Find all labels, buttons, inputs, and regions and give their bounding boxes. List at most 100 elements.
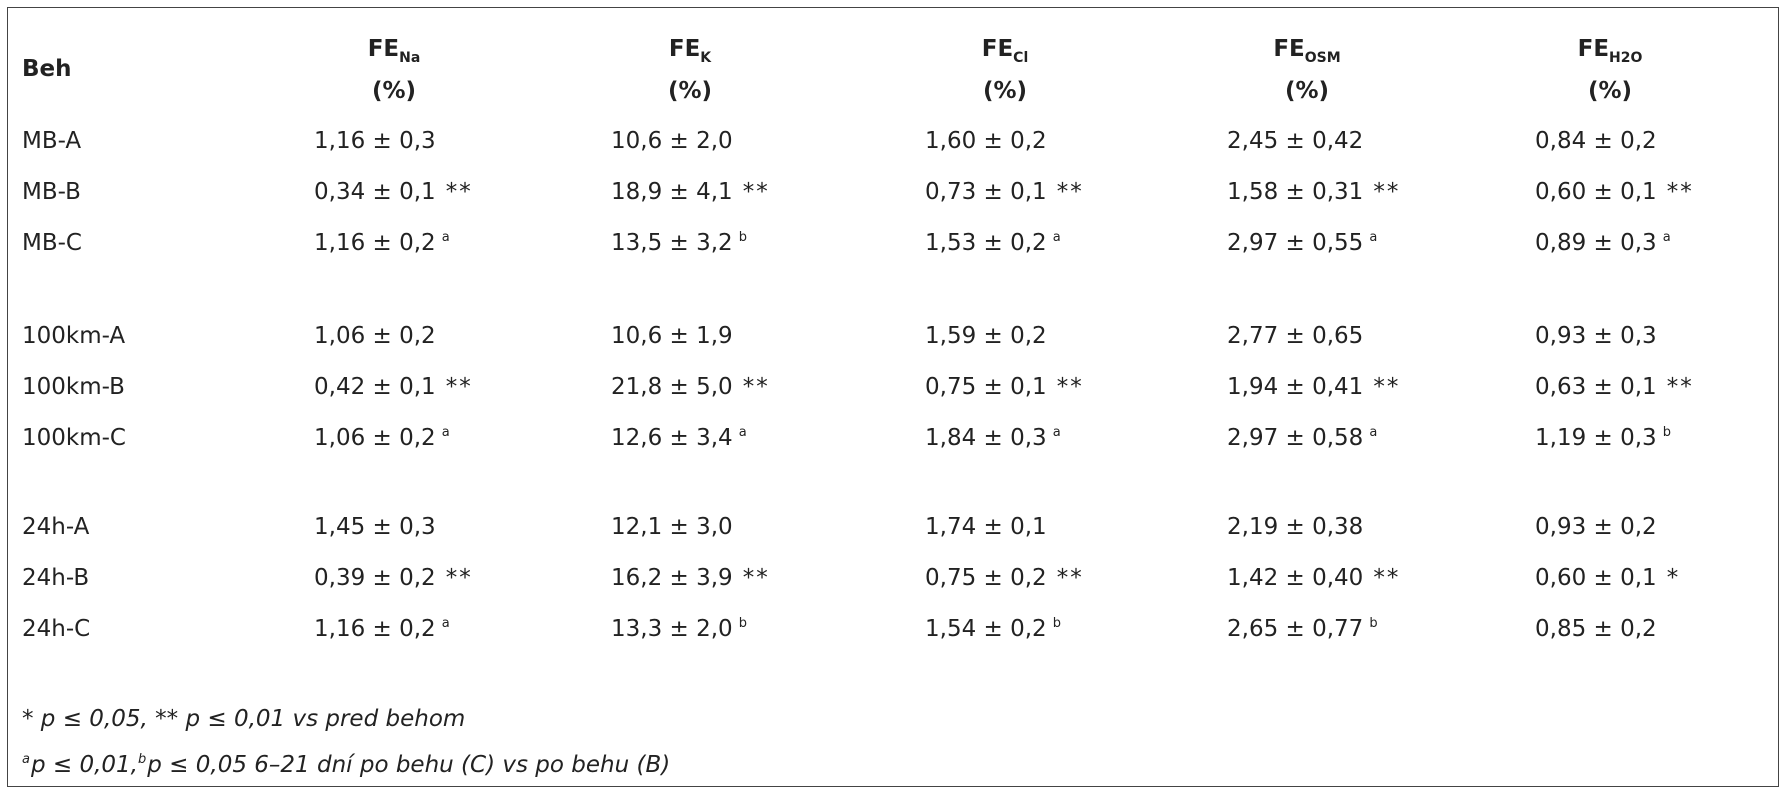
cell-value: 2,97 ± 0,55	[1227, 230, 1364, 256]
header-main: FE	[1273, 36, 1305, 62]
footnote: ap ≤ 0,01,bp ≤ 0,05 6–21 dní po behu (C)…	[22, 752, 671, 778]
cell-value: 0,75 ± 0,1	[925, 374, 1047, 400]
cell: 1,58 ± 0,31 **	[1227, 181, 1400, 204]
cell: 13,5 ± 3,2 b	[611, 230, 747, 256]
cell-value: 2,65 ± 0,77	[1227, 616, 1364, 642]
header-subscript: K	[700, 50, 712, 66]
significance-stars: *	[1666, 565, 1681, 591]
row-label: 100km-B	[22, 374, 125, 400]
cell: 0,84 ± 0,2	[1535, 130, 1657, 153]
significance-stars: **	[1373, 565, 1401, 591]
significance-letter: b	[1052, 616, 1061, 631]
cell-value: 1,16 ± 0,2	[314, 616, 436, 642]
header-unit: (%)	[1284, 78, 1330, 104]
cell: 2,45 ± 0,42	[1227, 130, 1363, 153]
cell: 0,42 ± 0,1 **	[314, 376, 473, 399]
header-subscript: H2O	[1609, 50, 1643, 66]
cell-value: 0,63 ± 0,1	[1535, 374, 1657, 400]
significance-letter: b	[1662, 425, 1671, 440]
significance-stars: **	[1666, 179, 1694, 205]
cell-value: 1,58 ± 0,31	[1227, 179, 1364, 205]
footnote-text: p ≤ 0,05 6–21 dní po behu (C) vs po behu…	[147, 752, 671, 778]
cell-value: 0,75 ± 0,2	[925, 565, 1047, 591]
cell: 2,19 ± 0,38	[1227, 516, 1363, 539]
header-unit: (%)	[371, 78, 417, 104]
corner-header: Beh	[22, 56, 72, 82]
cell-value: 12,6 ± 3,4	[611, 425, 733, 451]
column-header: FENa	[368, 38, 421, 66]
significance-stars: **	[445, 374, 473, 400]
significance-letter: b	[1369, 616, 1378, 631]
cell-value: 1,42 ± 0,40	[1227, 565, 1364, 591]
cell: 12,1 ± 3,0	[611, 516, 733, 539]
cell: 1,94 ± 0,41 **	[1227, 376, 1400, 399]
significance-stars: **	[742, 565, 770, 591]
cell-value: 0,60 ± 0,1	[1535, 179, 1657, 205]
cell-value: 1,45 ± 0,3	[314, 514, 436, 540]
cell-value: 13,5 ± 3,2	[611, 230, 733, 256]
header-unit: (%)	[667, 78, 713, 104]
cell-value: 10,6 ± 2,0	[611, 128, 733, 154]
cell-value: 1,16 ± 0,2	[314, 230, 436, 256]
row-label: MB-C	[22, 230, 82, 256]
cell: 18,9 ± 4,1 **	[611, 181, 770, 204]
cell: 0,93 ± 0,3	[1535, 325, 1657, 348]
significance-letter: a	[1369, 425, 1378, 440]
table-frame	[7, 7, 1779, 787]
header-main: FE	[1577, 36, 1610, 62]
cell: 0,75 ± 0,2 **	[925, 567, 1084, 590]
significance-letter: a	[738, 425, 747, 440]
cell: 1,06 ± 0,2 a	[314, 425, 450, 451]
significance-stars: **	[445, 565, 473, 591]
cell: 0,85 ± 0,2	[1535, 618, 1657, 641]
cell-value: 13,3 ± 2,0	[611, 616, 733, 642]
cell: 0,73 ± 0,1 **	[925, 181, 1084, 204]
cell-value: 0,34 ± 0,1	[314, 179, 436, 205]
significance-letter: a	[441, 616, 450, 631]
header-subscript: OSM	[1304, 50, 1341, 66]
significance-letter: a	[1052, 230, 1061, 245]
cell: 1,45 ± 0,3	[314, 516, 436, 539]
significance-stars: **	[1666, 374, 1694, 400]
footnote-text: * p ≤ 0,05, ** p ≤ 0,01 vs pred behom	[22, 706, 466, 732]
cell-value: 0,39 ± 0,2	[314, 565, 436, 591]
cell-value: 0,85 ± 0,2	[1535, 616, 1657, 642]
header-main: FE	[981, 36, 1014, 62]
cell-value: 10,6 ± 1,9	[611, 323, 733, 349]
cell: 0,75 ± 0,1 **	[925, 376, 1084, 399]
footnote: * p ≤ 0,05, ** p ≤ 0,01 vs pred behom	[22, 708, 465, 731]
footnote-text: p ≤ 0,01,	[30, 752, 138, 778]
cell: 1,74 ± 0,1	[925, 516, 1047, 539]
row-label: 100km-A	[22, 323, 126, 349]
cell-value: 2,19 ± 0,38	[1227, 514, 1364, 540]
significance-stars: **	[1056, 179, 1084, 205]
cell: 1,59 ± 0,2	[925, 325, 1047, 348]
row-label: 24h-C	[22, 616, 91, 642]
cell-value: 18,9 ± 4,1	[611, 179, 733, 205]
cell: 1,16 ± 0,2 a	[314, 230, 450, 256]
cell-value: 0,42 ± 0,1	[314, 374, 436, 400]
cell-value: 1,06 ± 0,2	[314, 425, 436, 451]
row-label: MB-A	[22, 128, 82, 154]
cell-value: 21,8 ± 5,0	[611, 374, 733, 400]
significance-letter: a	[1369, 230, 1378, 245]
cell: 1,06 ± 0,2	[314, 325, 436, 348]
header-unit: (%)	[982, 78, 1028, 104]
cell-value: 12,1 ± 3,0	[611, 514, 733, 540]
significance-letter: a	[441, 230, 450, 245]
significance-stars: **	[1056, 374, 1084, 400]
cell: 1,19 ± 0,3 b	[1535, 425, 1671, 450]
cell: 0,34 ± 0,1 **	[314, 181, 473, 204]
cell: 1,16 ± 0,3	[314, 130, 436, 153]
row-label: 24h-A	[22, 514, 90, 540]
cell-value: 1,06 ± 0,2	[314, 323, 436, 349]
cell: 0,93 ± 0,2	[1535, 516, 1657, 539]
cell: 0,39 ± 0,2 **	[314, 567, 473, 590]
row-label: MB-B	[22, 179, 81, 205]
cell-value: 1,94 ± 0,41	[1227, 374, 1364, 400]
cell: 0,60 ± 0,1 *	[1535, 567, 1680, 590]
cell-value: 2,77 ± 0,65	[1227, 323, 1364, 349]
significance-letter: b	[738, 230, 747, 245]
cell: 0,89 ± 0,3 a	[1535, 231, 1671, 255]
significance-stars: **	[445, 179, 473, 205]
